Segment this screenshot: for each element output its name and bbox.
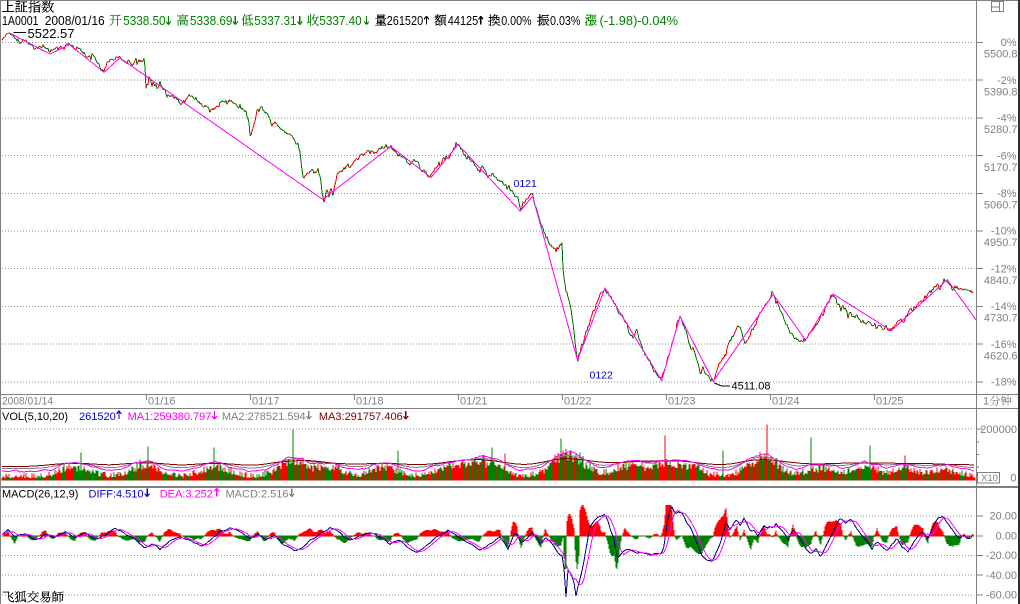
svg-text:-60.00: -60.00 <box>986 590 1017 602</box>
svg-text:01/22: 01/22 <box>564 395 592 407</box>
svg-text:1: 1 <box>983 396 989 408</box>
svg-text:5500.8: 5500.8 <box>984 49 1018 61</box>
svg-text:5390.8: 5390.8 <box>984 86 1018 98</box>
svg-text:5060.7: 5060.7 <box>984 200 1018 212</box>
svg-text:5522.57: 5522.57 <box>28 27 75 41</box>
svg-text:(-1.98)-0.04%: (-1.98)-0.04% <box>600 14 679 28</box>
svg-text:01/16: 01/16 <box>148 395 176 407</box>
svg-text:-2%: -2% <box>997 75 1017 87</box>
svg-text:01/23: 01/23 <box>668 395 696 407</box>
svg-text:-14%: -14% <box>991 301 1017 313</box>
svg-text:261520: 261520 <box>79 411 116 423</box>
svg-text:20.00: 20.00 <box>989 511 1017 523</box>
svg-text:MACD(26,12,9): MACD(26,12,9) <box>2 488 78 500</box>
svg-text:VOL(5,10,20): VOL(5,10,20) <box>2 411 68 423</box>
svg-text:-10%: -10% <box>991 226 1017 238</box>
svg-text:MA2:278521.594: MA2:278521.594 <box>222 411 306 423</box>
svg-text:-8%: -8% <box>997 188 1017 200</box>
svg-text:MA3:291757.406: MA3:291757.406 <box>319 411 403 423</box>
svg-text:2008/01/16: 2008/01/16 <box>45 14 105 28</box>
svg-text:4620.6: 4620.6 <box>984 350 1018 362</box>
svg-text:DEA:3.252: DEA:3.252 <box>160 488 213 500</box>
svg-text:0121: 0121 <box>514 178 538 190</box>
svg-text:01/25: 01/25 <box>876 395 904 407</box>
svg-text:-12%: -12% <box>991 263 1017 275</box>
svg-text:0.00: 0.00 <box>996 531 1017 543</box>
svg-text:0%: 0% <box>1001 37 1017 49</box>
svg-text:0: 0 <box>1010 473 1016 485</box>
svg-text:4730.7: 4730.7 <box>984 313 1018 325</box>
svg-text:MACD:2.516: MACD:2.516 <box>226 488 289 500</box>
svg-text:X10: X10 <box>981 473 998 484</box>
svg-text:01/24: 01/24 <box>772 395 800 407</box>
svg-text:200000: 200000 <box>980 424 1017 436</box>
svg-text:-40.00: -40.00 <box>986 570 1017 582</box>
svg-text:MA1:259380.797: MA1:259380.797 <box>128 411 212 423</box>
svg-text:5170.7: 5170.7 <box>984 162 1018 174</box>
svg-text:01/21: 01/21 <box>460 395 488 407</box>
svg-text:0.03%: 0.03% <box>550 14 580 28</box>
svg-text:-18%: -18% <box>991 377 1017 389</box>
svg-text:4840.7: 4840.7 <box>984 275 1018 287</box>
svg-text:-20.00: -20.00 <box>986 550 1017 562</box>
svg-text:5338.50: 5338.50 <box>123 14 165 28</box>
svg-text:1A0001: 1A0001 <box>2 14 39 28</box>
svg-text:44125: 44125 <box>448 14 478 28</box>
svg-text:5280.7: 5280.7 <box>984 124 1018 136</box>
svg-text:-4%: -4% <box>997 113 1017 125</box>
svg-text:DIFF:4.510: DIFF:4.510 <box>89 488 144 500</box>
svg-text:4511.08: 4511.08 <box>732 381 771 393</box>
svg-text:5338.69: 5338.69 <box>190 14 232 28</box>
svg-text:-16%: -16% <box>991 339 1017 351</box>
svg-text:0122: 0122 <box>590 370 614 382</box>
svg-text:0.00%: 0.00% <box>501 14 531 28</box>
svg-text:5337.31: 5337.31 <box>254 14 296 28</box>
svg-text:-6%: -6% <box>997 150 1017 162</box>
svg-text:01/18: 01/18 <box>356 395 384 407</box>
svg-text:5337.40: 5337.40 <box>319 14 361 28</box>
svg-text:2008/01/14: 2008/01/14 <box>2 395 53 407</box>
svg-text:4950.7: 4950.7 <box>984 237 1018 249</box>
svg-text:261520: 261520 <box>387 14 424 28</box>
svg-text:01/17: 01/17 <box>252 395 280 407</box>
